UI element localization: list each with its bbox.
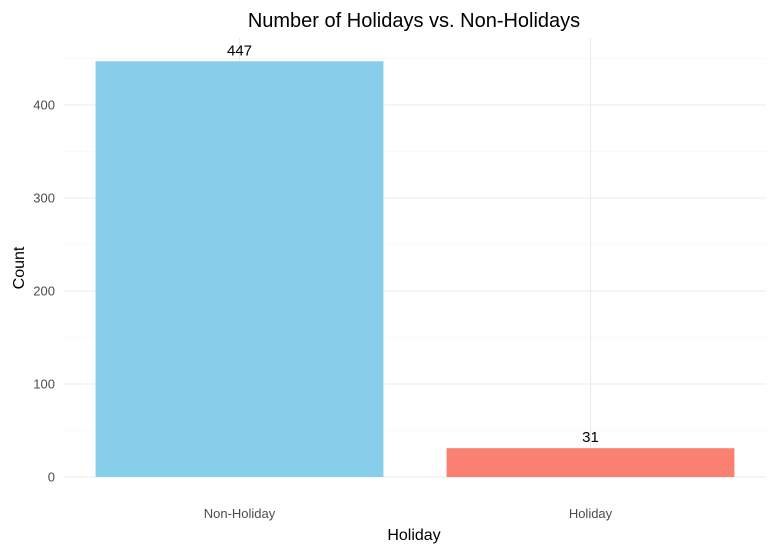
data-label: 31: [582, 429, 599, 446]
bars: [95, 61, 735, 477]
y-tick-label: 400: [33, 98, 55, 113]
data-label: 447: [227, 42, 252, 59]
y-tick-label: 100: [33, 377, 55, 392]
y-axis-title: Count: [11, 246, 28, 289]
chart-title: Number of Holidays vs. Non-Holidays: [248, 10, 580, 32]
y-tick-label: 0: [48, 470, 55, 485]
y-axis-ticks: 0 100 200 300 400: [33, 98, 55, 485]
y-tick-label: 300: [33, 191, 55, 206]
y-tick-label: 200: [33, 284, 55, 299]
x-tick-label: Non-Holiday: [204, 506, 276, 521]
data-labels: 447 31: [227, 42, 599, 446]
bar-holiday: [446, 448, 735, 477]
bar-non-holiday: [95, 61, 384, 477]
x-tick-label: Holiday: [569, 506, 613, 521]
x-axis-ticks: Non-Holiday Holiday: [204, 506, 613, 521]
x-axis-title: Holiday: [387, 527, 440, 544]
